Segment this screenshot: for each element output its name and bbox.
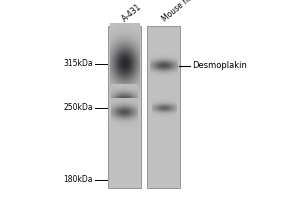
Text: Desmoplakin: Desmoplakin bbox=[192, 62, 247, 71]
Bar bbox=[147, 26, 180, 188]
Text: A-431: A-431 bbox=[120, 3, 143, 24]
Text: Mouse heart: Mouse heart bbox=[161, 0, 203, 24]
Text: 315kDa: 315kDa bbox=[63, 60, 93, 68]
Text: 180kDa: 180kDa bbox=[64, 176, 93, 184]
Bar bbox=[108, 26, 141, 188]
Text: 250kDa: 250kDa bbox=[63, 104, 93, 112]
